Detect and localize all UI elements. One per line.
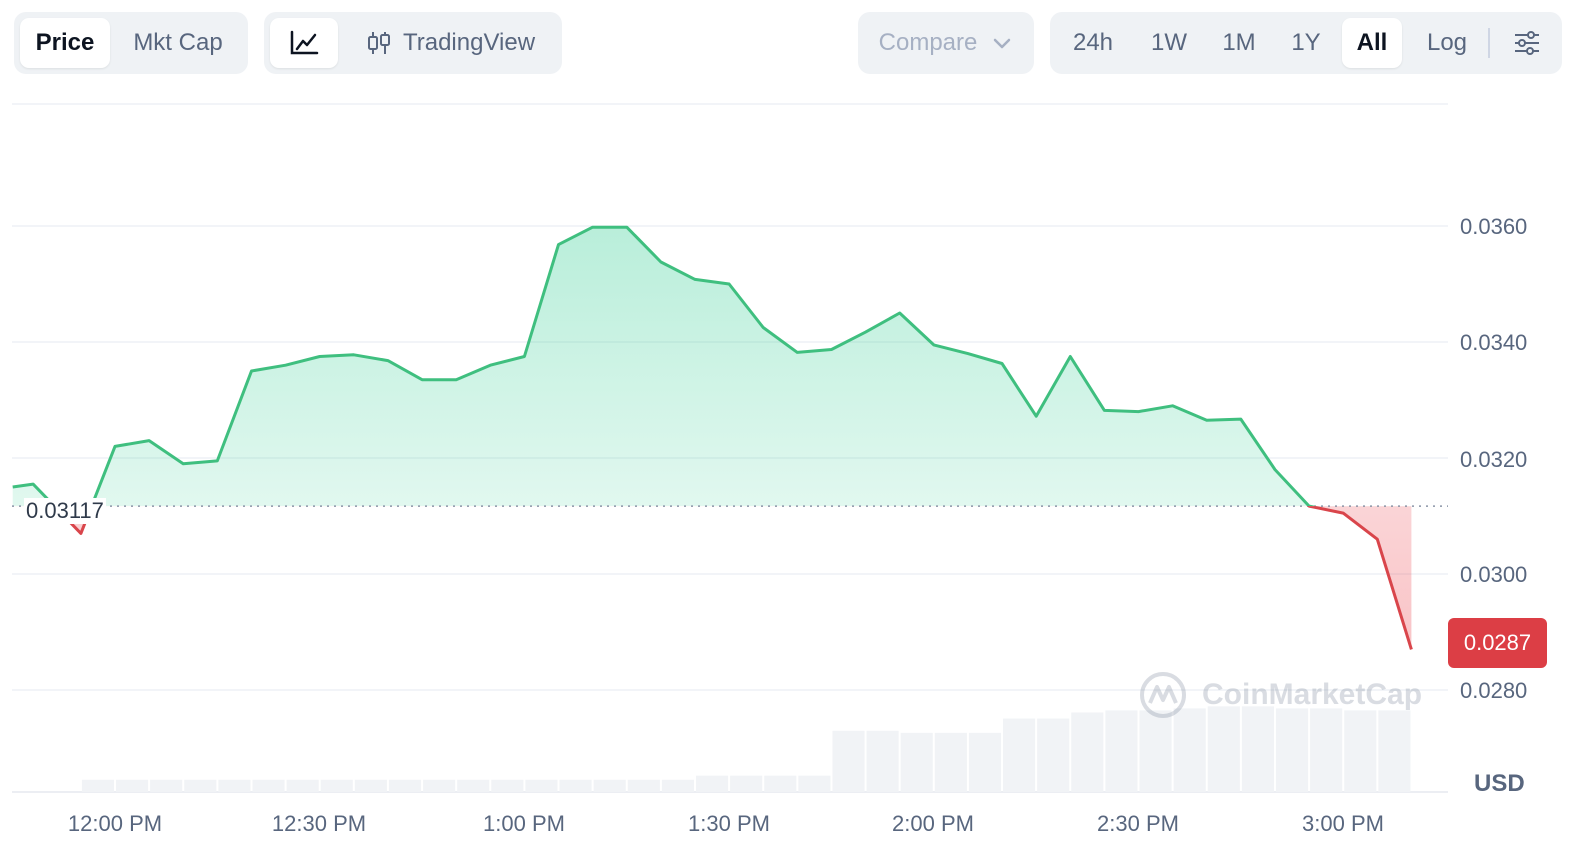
volume-bar bbox=[559, 779, 592, 792]
mktcap-tab[interactable]: Mkt Cap bbox=[133, 29, 223, 56]
y-tick-label: 0.0340 bbox=[1460, 330, 1528, 355]
x-tick-label: 12:30 PM bbox=[271, 811, 367, 836]
compare-dropdown[interactable]: Compare bbox=[858, 12, 1034, 74]
compare-button[interactable]: Compare bbox=[868, 18, 1024, 68]
y-tick-label: 0.0300 bbox=[1460, 562, 1528, 587]
volume-bar bbox=[184, 779, 217, 792]
current-price-badge: 0.0287 bbox=[1448, 618, 1547, 668]
chart-type-group: TradingView bbox=[264, 12, 562, 74]
volume-bar bbox=[354, 779, 387, 792]
coinmarketcap-logo-icon bbox=[1140, 672, 1186, 718]
volume-bar bbox=[150, 779, 183, 792]
line-chart-icon bbox=[290, 30, 319, 55]
chart-settings-button[interactable] bbox=[1500, 18, 1554, 68]
tradingview-label: TradingView bbox=[402, 29, 536, 56]
volume-bar bbox=[218, 779, 251, 792]
range-1y[interactable]: 1Y bbox=[1291, 29, 1321, 56]
x-tick-label: 2:30 PM bbox=[1097, 811, 1179, 836]
log-scale-toggle[interactable]: Log bbox=[1426, 29, 1468, 56]
volume-bar bbox=[593, 779, 626, 792]
volume-bar bbox=[695, 775, 729, 792]
y-tick-label: 0.0280 bbox=[1460, 678, 1528, 703]
volume-bar bbox=[764, 775, 797, 792]
volume-bar bbox=[1344, 710, 1377, 792]
volume-bar bbox=[1275, 708, 1309, 792]
volume-bar bbox=[457, 779, 490, 792]
range-1m[interactable]: 1M bbox=[1222, 29, 1256, 56]
volume-bar bbox=[934, 732, 967, 792]
volume-bar bbox=[491, 779, 524, 792]
volume-bar bbox=[1378, 710, 1411, 792]
toolbar-divider bbox=[1488, 28, 1490, 58]
volume-bar bbox=[627, 779, 660, 792]
x-tick-label: 1:00 PM bbox=[483, 811, 565, 836]
volume-bar bbox=[1310, 708, 1343, 792]
range-1w[interactable]: 1W bbox=[1151, 29, 1187, 56]
x-tick-label: 1:30 PM bbox=[688, 811, 770, 836]
line-chart-button[interactable] bbox=[270, 18, 338, 68]
y-tick-label: 0.0360 bbox=[1460, 214, 1528, 239]
volume-bar bbox=[1071, 712, 1104, 792]
volume-bar bbox=[1207, 706, 1240, 792]
volume-bar bbox=[1173, 708, 1206, 792]
watermark-text: CoinMarketCap bbox=[1202, 678, 1423, 711]
tradingview-button[interactable]: TradingView bbox=[350, 18, 550, 68]
volume-bar bbox=[1003, 718, 1036, 792]
volume-bar bbox=[81, 779, 114, 792]
range-all[interactable]: All bbox=[1342, 18, 1402, 68]
volume-bar bbox=[388, 779, 422, 792]
range-group: 24h 1W 1M 1Y All Log bbox=[1050, 12, 1562, 74]
y-tick-label: 0.0320 bbox=[1460, 447, 1528, 472]
volume-bar bbox=[1105, 710, 1138, 792]
volume-bar bbox=[1037, 718, 1070, 792]
price-line bbox=[12, 225, 1413, 650]
volume-bar bbox=[423, 779, 456, 792]
price-tab[interactable]: Price bbox=[20, 18, 110, 68]
volume-bar bbox=[116, 779, 149, 792]
volume-bar bbox=[525, 779, 558, 792]
price-area bbox=[12, 227, 1412, 650]
currency-label: USD bbox=[1474, 770, 1525, 797]
metric-toggle-group: Price Mkt Cap bbox=[14, 12, 248, 74]
volume-bar bbox=[661, 779, 694, 792]
open-price-label: 0.03117 bbox=[24, 498, 106, 524]
compare-label: Compare bbox=[878, 29, 978, 56]
chevron-down-icon bbox=[994, 38, 1011, 49]
volume-bar bbox=[1139, 710, 1172, 792]
volume-bar bbox=[866, 730, 899, 792]
volume-bar bbox=[730, 775, 763, 792]
settings-sliders-icon bbox=[1515, 31, 1539, 55]
range-24h[interactable]: 24h bbox=[1072, 29, 1114, 56]
x-tick-label: 2:00 PM bbox=[892, 811, 974, 836]
volume-bar bbox=[900, 732, 933, 792]
x-tick-label: 3:00 PM bbox=[1302, 811, 1384, 836]
volume-bar bbox=[832, 730, 865, 792]
volume-bars bbox=[81, 706, 1411, 792]
candlestick-icon bbox=[367, 32, 390, 54]
x-tick-label: 12:00 PM bbox=[67, 811, 163, 836]
volume-bar bbox=[320, 779, 353, 792]
volume-bar bbox=[798, 775, 831, 792]
volume-bar bbox=[252, 779, 285, 792]
coinmarketcap-watermark: CoinMarketCap bbox=[1138, 668, 1422, 722]
volume-bar bbox=[286, 779, 319, 792]
price-area-up bbox=[12, 227, 1412, 507]
volume-bar bbox=[1241, 706, 1274, 792]
price-line-up bbox=[12, 225, 1317, 507]
volume-bar bbox=[968, 732, 1002, 792]
